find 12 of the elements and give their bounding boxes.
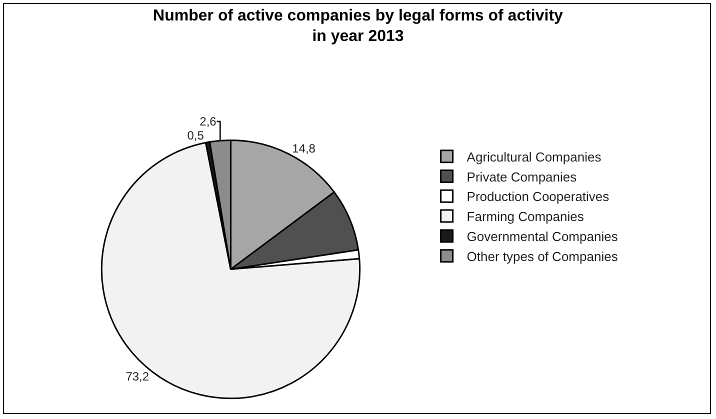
legend-label: Farming Companies <box>466 209 584 224</box>
legend-label: Production Cooperatives <box>466 189 610 204</box>
legend-label: Private Companies <box>466 169 578 184</box>
data-label: 0,5 <box>187 128 204 142</box>
legend-label: Other types of Companies <box>466 248 618 264</box>
legend-label: Governmental Companies <box>466 229 618 244</box>
data-label: 73,2 <box>126 370 150 384</box>
legend-label: Agricultural Companies <box>466 149 602 164</box>
data-label: 2,6 <box>200 114 217 128</box>
data-label: 14,8 <box>292 141 316 156</box>
pie-slice <box>100 142 360 400</box>
chart-title: Number of active companies by legal forms of activity in year 2013 <box>153 7 564 46</box>
